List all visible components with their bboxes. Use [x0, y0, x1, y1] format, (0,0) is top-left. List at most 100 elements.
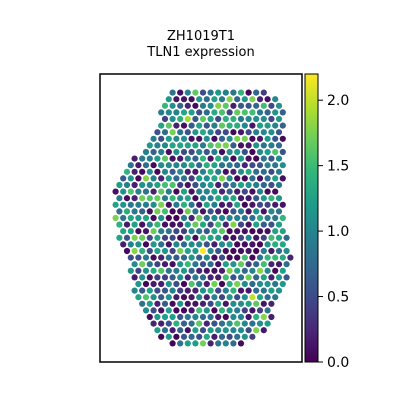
spot: [154, 247, 161, 255]
spot: [180, 294, 188, 301]
spot: [253, 274, 260, 281]
spot: [169, 300, 176, 307]
spot: [275, 168, 283, 175]
spot: [241, 280, 248, 288]
spot: [184, 340, 191, 347]
spot: [237, 89, 245, 96]
spot: [154, 261, 161, 268]
spot: [256, 175, 264, 182]
spot: [142, 267, 150, 274]
spot: [234, 162, 241, 169]
spot: [264, 201, 271, 208]
spot: [218, 175, 226, 182]
spot: [237, 181, 245, 189]
spot: [139, 261, 146, 268]
spot: [161, 195, 169, 202]
spot: [275, 155, 283, 162]
spot: [215, 115, 222, 123]
spot: [222, 274, 229, 281]
spot: [196, 162, 203, 169]
spot: [112, 188, 119, 195]
spot: [237, 115, 245, 123]
spot: [192, 234, 199, 241]
spot: [203, 201, 210, 208]
spot: [245, 313, 252, 321]
spot: [215, 287, 222, 294]
spot: [177, 274, 184, 281]
spot: [222, 287, 229, 294]
spot: [150, 267, 157, 274]
spot: [199, 89, 207, 96]
spot: [192, 142, 199, 149]
spot: [184, 129, 191, 136]
spot: [180, 201, 188, 208]
spot: [116, 221, 123, 228]
spot: [188, 109, 195, 116]
colorbar-ticks: 0.0 0.5 1.0 1.5 2.0: [318, 93, 349, 371]
spot: [268, 221, 275, 228]
spot: [173, 254, 180, 261]
spot: [234, 228, 241, 235]
spot: [222, 221, 229, 228]
spot: [215, 142, 222, 149]
spot: [237, 247, 245, 255]
spot: [188, 267, 195, 274]
spot: [253, 102, 260, 109]
spot: [237, 168, 245, 175]
spot: [211, 175, 218, 182]
spot: [249, 280, 256, 288]
spot: [268, 261, 275, 268]
spot: [173, 122, 180, 129]
spot: [135, 228, 142, 235]
spot: [120, 214, 127, 222]
spot: [249, 294, 256, 301]
spot: [272, 241, 279, 248]
spot: [150, 162, 157, 169]
spot: [279, 280, 286, 288]
spot: [165, 241, 172, 248]
spot: [146, 168, 153, 175]
spot: [275, 102, 283, 109]
spot: [253, 195, 260, 202]
spot: [135, 162, 142, 169]
spot: [215, 102, 222, 109]
spot: [249, 320, 256, 327]
spot: [177, 300, 184, 307]
spot: [161, 168, 169, 175]
spot: [226, 267, 233, 274]
spot: [207, 102, 214, 109]
spot: [173, 333, 180, 340]
spot: [215, 195, 222, 202]
spot: [196, 267, 203, 274]
spot: [169, 313, 176, 321]
spot: [150, 148, 157, 156]
spot: [196, 175, 203, 182]
spot: [165, 228, 172, 235]
spot: [222, 300, 229, 307]
spot: [154, 142, 161, 149]
spot: [215, 300, 222, 307]
spot: [192, 261, 199, 268]
spot: [207, 287, 214, 294]
spot: [154, 129, 161, 136]
spot: [161, 274, 169, 281]
spot: [234, 175, 241, 182]
spot: [226, 122, 233, 129]
spot: [158, 294, 165, 301]
spot: [139, 274, 146, 281]
spot: [279, 122, 286, 129]
spot: [180, 241, 188, 248]
spot: [131, 168, 138, 175]
spot: [173, 148, 180, 156]
spot: [272, 135, 279, 142]
spot: [188, 96, 195, 103]
spot: [226, 320, 233, 327]
spot: [256, 109, 264, 116]
spot: [177, 340, 184, 347]
spot: [207, 129, 214, 136]
spot: [203, 188, 210, 195]
spot: [146, 261, 153, 268]
spot: [180, 109, 188, 116]
spot: [249, 228, 256, 235]
spot: [268, 247, 275, 255]
